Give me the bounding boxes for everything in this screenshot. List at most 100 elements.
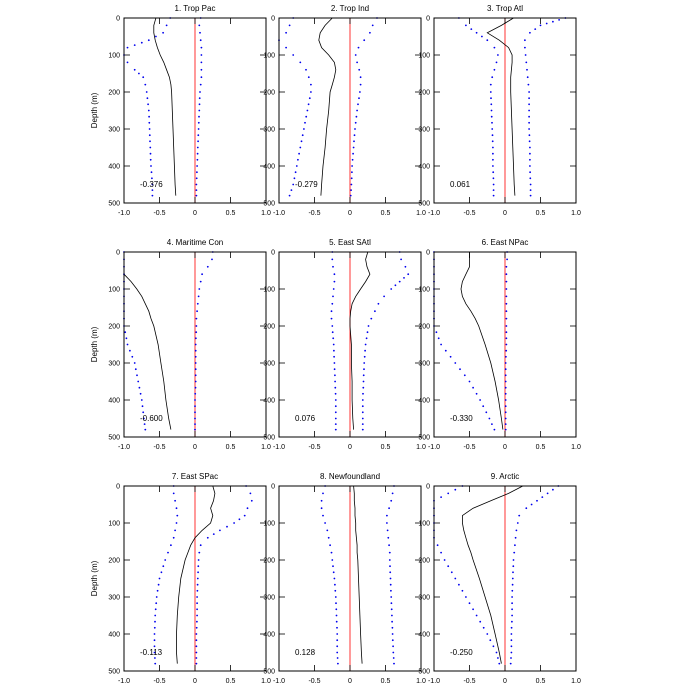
upper-bound-dot bbox=[363, 368, 365, 371]
lower-bound-dot bbox=[492, 165, 494, 167]
upper-bound-dot bbox=[504, 428, 507, 431]
lower-bound-dot bbox=[153, 626, 156, 629]
lower-bound-dot bbox=[335, 602, 337, 605]
lower-bound-dot bbox=[332, 337, 335, 340]
upper-bound-dot bbox=[359, 76, 362, 79]
panel-4: 4. Maritime Con Depth (m) -1.0 -0.5 0 0.5 1.0 0… bbox=[90, 238, 271, 451]
lower-bound-dot bbox=[492, 645, 495, 648]
lower-bound-dot bbox=[333, 362, 336, 364]
lower-bound-dot bbox=[320, 499, 323, 502]
y-tick-label: 200 bbox=[108, 558, 120, 565]
upper-bound-dot bbox=[504, 380, 507, 383]
upper-bound-dot bbox=[352, 152, 354, 155]
upper-bound-dot bbox=[388, 507, 390, 510]
upper-bound-dot bbox=[196, 146, 199, 149]
y-tick-label: 500 bbox=[108, 669, 120, 676]
upper-bound-dot bbox=[404, 265, 407, 268]
upper-bound-dot bbox=[529, 152, 531, 155]
lower-bound-dot bbox=[155, 596, 158, 598]
lower-bound-dot bbox=[333, 577, 336, 580]
lower-bound-dot bbox=[288, 24, 291, 27]
panel-5: 5. East SAtl -1.0 -0.5 0 0.5 1.0 0 100 200 300 400… bbox=[263, 238, 426, 451]
y-tick-label: 100 bbox=[108, 521, 120, 528]
lower-bound-dot bbox=[490, 115, 493, 118]
upper-bound-dot bbox=[361, 405, 364, 408]
lower-bound-dot bbox=[140, 41, 143, 44]
lower-bound-dot bbox=[331, 325, 334, 327]
lower-bound-dot bbox=[295, 165, 298, 167]
upper-bound-dot bbox=[516, 522, 519, 524]
lower-bound-dot bbox=[293, 177, 296, 180]
panel-value-label: -0.279 bbox=[295, 180, 318, 189]
upper-bound-dot bbox=[196, 165, 199, 167]
lower-bound-dot bbox=[498, 662, 501, 665]
upper-bound-dot bbox=[195, 189, 198, 192]
lower-bound-dot bbox=[310, 83, 312, 86]
upper-bound-dot bbox=[514, 544, 516, 547]
lower-bound-dot bbox=[334, 405, 337, 408]
lower-bound-dot bbox=[151, 194, 154, 197]
lower-bound-dot bbox=[153, 633, 156, 635]
y-tick-label: 300 bbox=[108, 127, 120, 134]
lower-bound-dot bbox=[133, 362, 136, 364]
upper-bound-dot bbox=[505, 331, 508, 334]
panel-title: 3. Trop Atl bbox=[487, 4, 523, 13]
upper-bound-dot bbox=[363, 39, 366, 42]
upper-bound-dot bbox=[558, 19, 560, 21]
upper-bound-dot bbox=[196, 577, 199, 580]
lower-bound-dot bbox=[154, 614, 157, 617]
upper-bound-dot bbox=[199, 31, 201, 34]
upper-bound-dot bbox=[197, 128, 200, 130]
upper-bound-dot bbox=[351, 171, 353, 174]
lower-bound-dot bbox=[331, 302, 334, 305]
upper-bound-dot bbox=[357, 46, 360, 49]
lower-bound-dot bbox=[485, 411, 488, 414]
upper-bound-dot bbox=[196, 614, 199, 617]
upper-bound-dot bbox=[194, 392, 197, 395]
lower-bound-dot bbox=[301, 134, 304, 137]
upper-bound-dot bbox=[196, 608, 199, 611]
x-tick-label: -1.0 bbox=[118, 678, 130, 685]
y-tick-label: 300 bbox=[418, 595, 430, 602]
upper-bound-dot bbox=[243, 514, 246, 517]
y-tick-label: 100 bbox=[108, 287, 120, 294]
upper-bound-dot bbox=[200, 76, 203, 79]
lower-bound-dot bbox=[334, 374, 336, 377]
upper-bound-dot bbox=[365, 337, 368, 340]
lower-bound-dot bbox=[172, 492, 175, 495]
lower-bound-dot bbox=[320, 507, 323, 510]
lower-bound-dot bbox=[148, 115, 151, 118]
upper-bound-dot bbox=[194, 362, 197, 364]
lower-bound-dot bbox=[292, 54, 295, 56]
upper-bound-dot bbox=[195, 331, 198, 334]
lower-bound-dot bbox=[330, 551, 333, 554]
lower-bound-dot bbox=[332, 571, 335, 574]
upper-bound-dot bbox=[511, 614, 513, 617]
upper-bound-dot bbox=[386, 522, 388, 524]
upper-bound-dot bbox=[504, 386, 507, 389]
lower-bound-dot bbox=[138, 72, 140, 75]
lower-bound-dot bbox=[336, 657, 339, 659]
lower-bound-dot bbox=[334, 428, 337, 431]
lower-bound-dot bbox=[330, 317, 333, 320]
lower-bound-dot bbox=[148, 128, 151, 130]
y-tick-label: 500 bbox=[263, 435, 275, 442]
upper-bound-dot bbox=[504, 374, 507, 377]
upper-bound-dot bbox=[198, 103, 201, 106]
lower-bound-dot bbox=[463, 374, 466, 377]
lower-bound-dot bbox=[300, 140, 303, 143]
x-tick-label: 0.5 bbox=[536, 210, 546, 217]
panel-value-label: -0.376 bbox=[140, 180, 163, 189]
lower-bound-dot bbox=[490, 97, 492, 100]
lower-bound-dot bbox=[492, 152, 494, 155]
x-tick-label: -1.0 bbox=[273, 678, 285, 685]
upper-bound-dot bbox=[197, 134, 200, 137]
panel-title: 2. Trop Ind bbox=[331, 4, 369, 13]
lower-bound-dot bbox=[492, 158, 494, 161]
upper-bound-dot bbox=[194, 428, 196, 431]
upper-bound-dot bbox=[194, 411, 196, 414]
y-tick-label: 0 bbox=[426, 16, 430, 23]
lower-bound-dot bbox=[491, 140, 494, 143]
y-tick-label: 400 bbox=[108, 632, 120, 639]
x-tick-label: -0.5 bbox=[463, 444, 475, 451]
